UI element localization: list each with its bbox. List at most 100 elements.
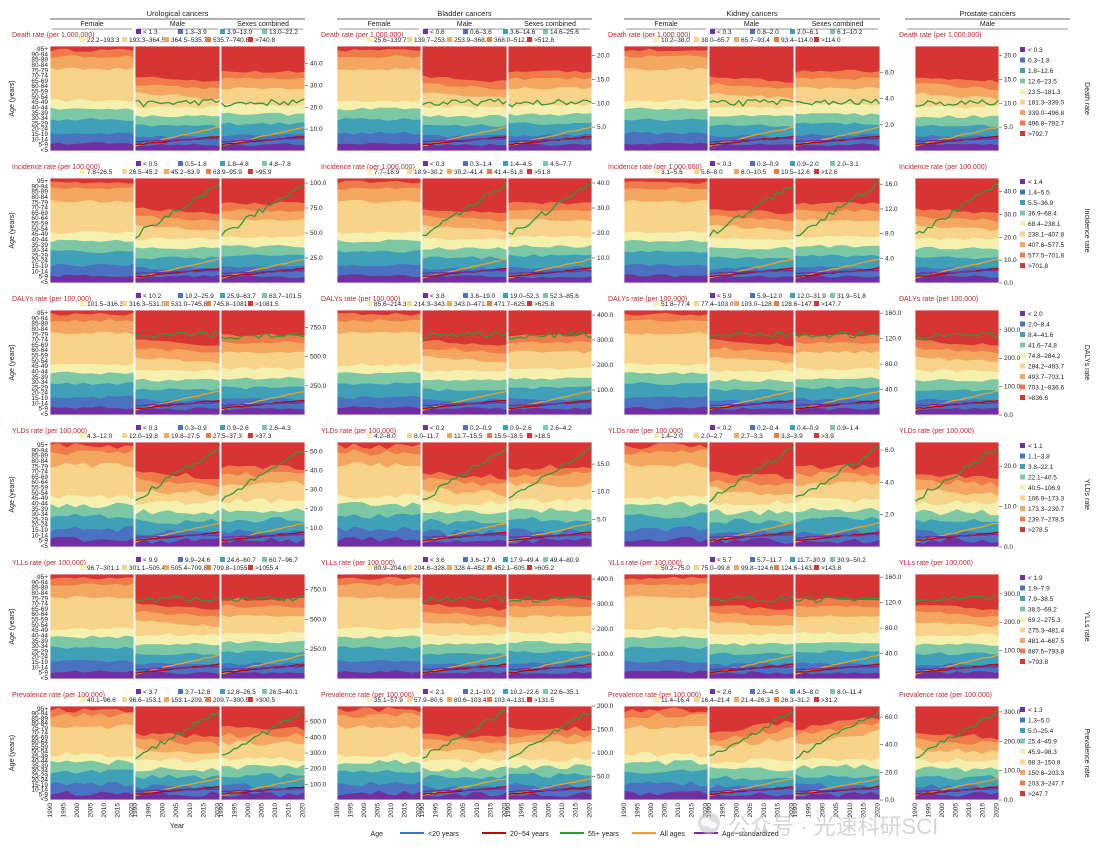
series-line-agestandardized: [422, 137, 507, 143]
heatmap-panel: [708, 45, 795, 152]
legend-label: 0.9–2.6: [510, 425, 532, 432]
legend-label: < 5.7: [717, 557, 732, 564]
legend-label: 5.5–36.9: [1028, 200, 1054, 207]
panel-subtitle: Female: [654, 21, 677, 28]
legend-label: 3.9–13.0: [227, 29, 253, 36]
legend-label: 284.2–493.7: [1028, 364, 1065, 371]
legend-swatch: [1020, 200, 1025, 205]
legend-swatch: [750, 293, 755, 298]
legend-label: 10.2–38.0: [661, 37, 690, 44]
legend-label: 0.2–0.9: [470, 425, 492, 432]
right-axis-label: 15.0: [1004, 76, 1017, 83]
legend-label: < 0.6: [430, 29, 445, 36]
right-axis-label: 10.0: [1004, 100, 1017, 107]
panel-border: [336, 441, 422, 548]
side-measure-label: YLDs rate: [1083, 479, 1090, 510]
panel-border: [914, 441, 1000, 548]
legend-swatch: [1020, 596, 1025, 601]
panel-border: [421, 573, 508, 680]
legend-swatch: [774, 37, 779, 42]
x-tick-label: 1990: [621, 803, 628, 818]
right-axis-label: 80.0: [885, 625, 898, 632]
legend-swatch: [830, 293, 835, 298]
y-tick-label: 40-44: [31, 236, 48, 243]
legend-label: >625.8: [534, 301, 554, 308]
heatmap-panel: [794, 309, 881, 416]
right-axis-label: 5.0: [597, 124, 606, 131]
right-axis-label: 20.0: [1004, 463, 1017, 470]
y-tick-label: 55-59: [31, 485, 48, 492]
right-axis-label: 6.0: [885, 447, 894, 454]
panel-subtitle: Male: [980, 21, 995, 28]
legend-label: 8.0–11.4: [837, 689, 862, 696]
legend-swatch: [527, 169, 532, 174]
legend-label: 63.7–101.5: [269, 293, 302, 300]
legend-label: 24.6–60.7: [227, 557, 256, 564]
heatmap-panel: [134, 573, 221, 680]
legend-label: < 0.2: [717, 425, 732, 432]
heatmap-panel: [49, 441, 135, 548]
y-tick-label: 40-44: [31, 104, 48, 111]
legend-swatch: [1020, 575, 1025, 580]
heatmap-bands: [795, 442, 880, 547]
x-tick-label: 1995: [146, 803, 153, 818]
legend-swatch: [248, 433, 253, 438]
series-line-55years: [508, 594, 592, 604]
right-axis-label: 20.0: [310, 104, 323, 111]
heatmap-panel: [49, 705, 135, 801]
legend-swatch: [1020, 189, 1025, 195]
right-axis-label: 50.0: [310, 230, 323, 237]
series-line-agestandardized: [795, 269, 880, 275]
heatmap-panel: [336, 177, 422, 284]
y-tick-label: 80-84: [31, 720, 48, 727]
legend-label: 238.1–407.8: [1028, 232, 1065, 239]
legend-label: 2.0–2.7: [701, 433, 723, 440]
heatmap-panel: [134, 45, 221, 152]
legend-label: >300.5: [255, 697, 275, 704]
right-axis-label: 75.0: [310, 205, 323, 212]
legend-label: 25.4–45.9: [1028, 739, 1057, 746]
legend-label: < 1.4: [1028, 179, 1043, 186]
legend-swatch: [1020, 68, 1025, 73]
bottom-legend-title: Age: [371, 831, 384, 838]
series-line-agestandardized: [422, 533, 507, 539]
legend-swatch: [734, 565, 739, 570]
y-tick-label: 70-74: [31, 730, 48, 737]
legend-swatch: [1020, 110, 1025, 115]
x-tick-label: 2005: [173, 803, 180, 818]
series-line-55years: [422, 709, 507, 760]
legend-label: 65.7–93.4: [741, 37, 770, 44]
legend-swatch: [178, 557, 183, 562]
legend-label: 40.5–106.9: [1028, 485, 1061, 492]
heatmap-bin: [508, 407, 592, 415]
y-tick-label: 10-14: [31, 268, 48, 275]
legend-label: 10.5–12.6: [781, 169, 810, 176]
legend-label: >605.2: [534, 565, 554, 572]
heatmap-panel: [794, 573, 881, 680]
panel-subtitle: Female: [80, 21, 103, 28]
x-tick-label: 2005: [747, 803, 754, 818]
panel-title: YLLs rate (per 100,000): [608, 560, 682, 567]
heatmap-bands: [50, 574, 134, 679]
heatmap-bands: [337, 574, 421, 679]
legend-swatch: [178, 293, 183, 298]
legend-label: 531.0–745.8: [171, 301, 208, 308]
y-tick-label: 80-84: [31, 590, 48, 597]
legend-label: >3.9: [821, 433, 834, 440]
panel-border: [623, 45, 709, 152]
legend-swatch: [136, 425, 141, 430]
heatmap-bands: [624, 706, 708, 800]
legend-label: 203.3–247.7: [1028, 781, 1065, 788]
heatmap-bin: [795, 407, 880, 415]
legend-swatch: [206, 433, 211, 438]
legend-swatch: [1020, 443, 1025, 448]
x-tick-label: 1995: [232, 803, 239, 818]
legend-label: 18.9–30.2: [414, 169, 443, 176]
legend-label: 49.4–80.9: [550, 557, 579, 564]
legend-swatch: [1020, 89, 1025, 94]
panel-border: [134, 177, 221, 284]
x-tick-label: 2005: [953, 803, 960, 818]
legend-label: >95.9: [255, 169, 272, 176]
legend-swatch: [830, 689, 835, 694]
legend-label: 703.1–836.6: [1028, 385, 1065, 392]
